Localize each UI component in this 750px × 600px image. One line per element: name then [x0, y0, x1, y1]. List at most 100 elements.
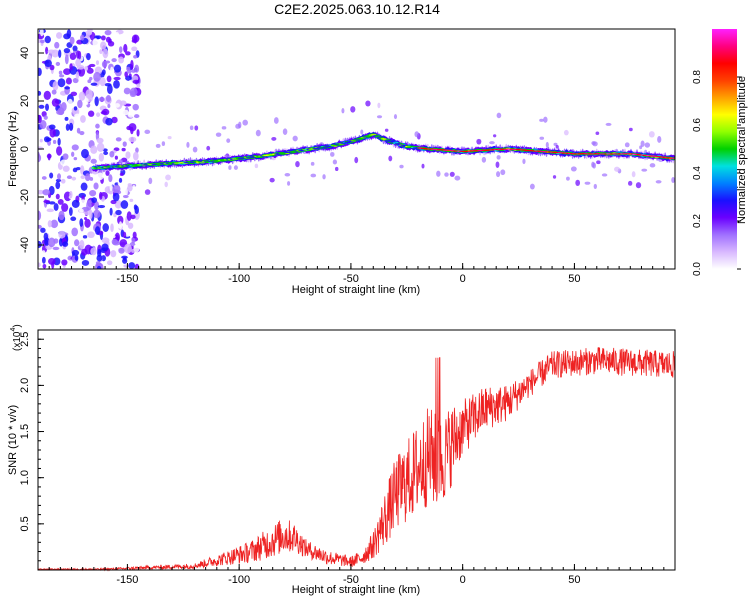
spectrogram-cell: [86, 67, 94, 74]
spectrogram-cell: [45, 103, 49, 111]
spectrogram-cell: [45, 46, 49, 55]
spectrogram-cell: [38, 67, 42, 77]
spectrogram-cell: [55, 178, 62, 183]
spectrogram-panel: -150 -100 -50 0 50 -40 -20 0 20 40 Height of str…: [7, 28, 676, 296]
spectrogram-cell: [584, 181, 591, 185]
x-tick-label: 50: [568, 574, 580, 586]
spectrogram-cell: [94, 96, 99, 107]
spectrogram-cell: [77, 99, 83, 109]
x-tick-label: 0: [460, 273, 466, 285]
spectrogram-cell: [38, 104, 45, 109]
spectrogram-cell: [115, 209, 122, 216]
spectrogram-cell: [113, 80, 120, 89]
spectrogram-cell: [100, 35, 106, 41]
snr-panel: -150 -100 -50 0 50 0.5 1.0 1.5 2.0 2.5 Height of…: [7, 324, 676, 596]
spectrogram-cell: [93, 209, 101, 219]
spectrogram-cell: [44, 35, 51, 44]
spectrogram-cell: [118, 177, 123, 183]
spectrogram-cell: [522, 158, 526, 165]
spectrogram-cell: [135, 147, 139, 153]
spectrogram-cell: [45, 137, 52, 142]
spectrogram-cell: [92, 38, 99, 48]
spectrogram-cell: [101, 60, 108, 68]
spectrogram-cell: [126, 211, 132, 221]
spectrogram-cell: [132, 79, 140, 84]
spectrogram-cell: [88, 262, 94, 269]
spectrogram-cell: [414, 131, 420, 138]
spectrogram-cell: [75, 71, 80, 80]
spectrogram-cell: [89, 209, 93, 220]
spectrogram-cell: [127, 222, 134, 229]
spectrogram-cell: [233, 165, 238, 170]
spectrogram-cell: [61, 259, 68, 266]
spectrogram-cell: [84, 216, 88, 221]
spectrogram-cell: [57, 198, 64, 205]
spectrogram-cell: [43, 199, 51, 204]
spectrogram-cell: [86, 52, 91, 61]
spectrogram-cell: [72, 167, 78, 173]
spectrogram-cell: [118, 46, 123, 54]
spectrogram-cell: [384, 139, 391, 141]
spectrogram-cell: [670, 157, 675, 159]
x-tick-label: -100: [228, 574, 250, 586]
spectrogram-cell: [55, 61, 61, 67]
spectrogram-cell: [123, 87, 131, 95]
spectrogram-cell: [80, 182, 88, 191]
spectrogram-cell: [129, 198, 134, 202]
spectrogram-cell: [58, 230, 66, 239]
spectrogram-cell: [377, 102, 381, 109]
spectrogram-cell: [80, 34, 85, 41]
spectrogram-cell: [444, 172, 449, 177]
colorbar-tick-label: 0.0: [692, 262, 703, 276]
y-tick-label: 2.5: [19, 332, 31, 347]
spectrogram-cell: [322, 174, 326, 180]
spectrogram-cell: [40, 227, 46, 233]
spectrogram-cell: [496, 171, 501, 178]
spectrogram-cell: [481, 156, 487, 163]
spectrogram-cell: [115, 137, 122, 142]
spectrogram-cell: [106, 75, 112, 83]
spectrogram-cell: [104, 30, 112, 36]
spectrogram-cell: [221, 126, 227, 130]
spectrogram-cell: [360, 129, 364, 135]
spectrogram-cell: [111, 58, 117, 63]
spectrogram-cell: [593, 183, 597, 189]
spectrogram-cell: [641, 168, 648, 172]
spectrogram-cell: [639, 145, 643, 150]
spectrogram-cell: [87, 231, 95, 239]
spectrogram-cell: [128, 136, 137, 143]
spectrogram-cell: [49, 172, 54, 179]
spectrogram-cell: [38, 142, 41, 146]
spectrogram-cell: [109, 150, 115, 158]
spectrogram-cell: [47, 220, 52, 228]
spectrogram-cell: [102, 48, 109, 59]
spectrogram-cell: [73, 106, 78, 111]
spectrogram-cell: [52, 81, 59, 91]
spectrogram-cell: [48, 124, 56, 130]
spectrogram-cell: [133, 55, 138, 59]
spectrogram-y-ticks: -40 -20 0 20 40: [19, 47, 44, 253]
spectrogram-cell: [114, 155, 118, 160]
spectrogram-cell: [89, 189, 97, 197]
spectrogram-cell: [84, 30, 93, 36]
spectrogram-cell: [119, 100, 127, 106]
spectrogram-cell: [206, 145, 211, 151]
spectrogram-cell: [133, 204, 138, 211]
spectrogram-cell: [93, 71, 101, 82]
spectrogram-cell: [539, 136, 545, 140]
spectrogram-cell: [117, 181, 124, 187]
spectrogram-cell: [496, 112, 502, 119]
spectrogram-cell: [99, 49, 103, 55]
spectrogram-cell: [500, 169, 506, 176]
spectrogram-cell: [624, 142, 630, 148]
colorbar-label: Normalized spectral amplitude: [736, 76, 748, 224]
spectrogram-cell: [114, 103, 120, 108]
spectrogram-cell: [55, 193, 60, 200]
spectrogram-cell: [117, 215, 124, 225]
spectrogram-cell: [93, 182, 99, 190]
spectrogram-cell: [330, 151, 335, 157]
spectrogram-cell: [71, 151, 75, 157]
spectrogram-cell: [89, 177, 94, 181]
spectrogram-cell: [192, 146, 198, 153]
